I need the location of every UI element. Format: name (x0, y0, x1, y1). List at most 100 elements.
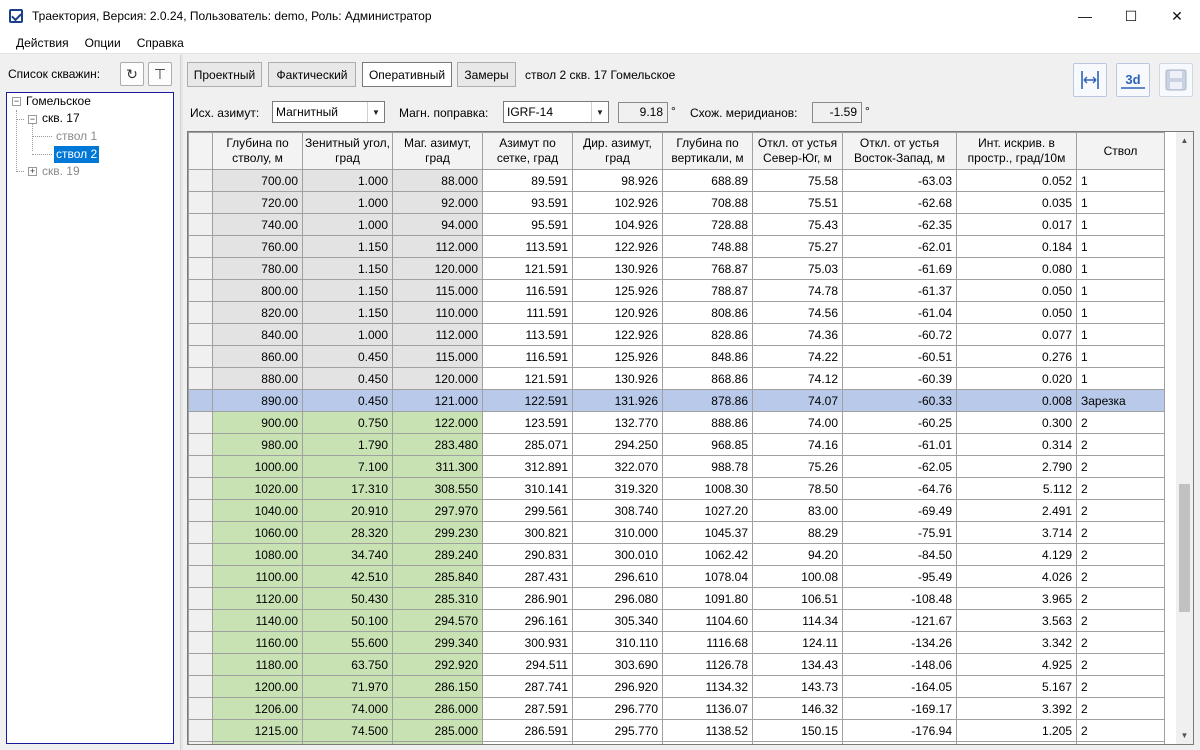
table-cell[interactable]: 1.150 (302, 301, 393, 324)
table-cell[interactable]: 297.970 (392, 499, 483, 522)
row-header[interactable] (188, 323, 213, 346)
tab-measurements[interactable]: Замеры (457, 62, 516, 87)
table-cell[interactable]: -95.49 (842, 565, 957, 588)
table-cell[interactable]: -60.51 (842, 345, 957, 368)
table-cell[interactable]: 0.314 (956, 433, 1077, 456)
table-cell[interactable]: Зарезка (1076, 389, 1165, 412)
table-cell[interactable]: 110.000 (392, 301, 483, 324)
col-header-grid-azimuth[interactable]: Азимут по сетке, град (482, 132, 573, 170)
panel-splitter[interactable] (180, 55, 183, 750)
table-cell[interactable]: 94.000 (392, 213, 483, 236)
table-cell[interactable]: 1140.00 (212, 609, 303, 632)
table-cell[interactable]: 63.750 (302, 653, 393, 676)
table-row[interactable]: 1120.00 50.430 285.310 286.901 296.080 1091.8… (188, 587, 1165, 610)
table-cell[interactable]: 112.000 (392, 235, 483, 258)
table-cell[interactable]: 89.591 (482, 169, 573, 192)
table-cell[interactable]: 1027.20 (662, 499, 753, 522)
table-cell[interactable]: 75.51 (752, 191, 843, 214)
table-cell[interactable]: -164.05 (842, 675, 957, 698)
table-cell[interactable]: 980.00 (212, 433, 303, 456)
table-cell[interactable]: 93.591 (482, 191, 573, 214)
table-cell[interactable]: -62.05 (842, 455, 957, 478)
table-cell[interactable]: 1.205 (956, 719, 1077, 742)
table-cell[interactable]: 1062.42 (662, 543, 753, 566)
table-cell[interactable]: 294.511 (482, 653, 573, 676)
table-cell[interactable]: 296.080 (572, 587, 663, 610)
table-cell[interactable]: 5.112 (956, 477, 1077, 500)
table-cell[interactable]: 708.88 (662, 191, 753, 214)
table-cell[interactable]: -63.03 (842, 169, 957, 192)
tree-node-field[interactable]: Гомельское (26, 94, 91, 108)
table-cell[interactable]: 1008.30 (662, 477, 753, 500)
row-header[interactable] (188, 697, 213, 720)
table-cell[interactable] (752, 741, 843, 744)
table-cell[interactable]: 3.965 (956, 587, 1077, 610)
table-cell[interactable]: 800.00 (212, 279, 303, 302)
table-cell[interactable]: 2 (1076, 653, 1165, 676)
table-cell[interactable]: 287.431 (482, 565, 573, 588)
table-cell[interactable]: 146.32 (752, 697, 843, 720)
row-header[interactable] (188, 653, 213, 676)
table-cell[interactable]: 98.926 (572, 169, 663, 192)
table-row[interactable]: 1140.00 50.100 294.570 296.161 305.340 1104.6… (188, 609, 1165, 632)
table-cell[interactable]: 720.00 (212, 191, 303, 214)
table-cell[interactable]: 2.491 (956, 499, 1077, 522)
table-row[interactable]: 1206.00 74.000 286.000 287.591 296.770 1136.0… (188, 697, 1165, 720)
table-cell[interactable]: 2 (1076, 433, 1165, 456)
table-cell[interactable]: 308.740 (572, 499, 663, 522)
tree-node-well17[interactable]: скв. 17 (42, 111, 80, 125)
row-header[interactable] (188, 169, 213, 192)
table-cell[interactable]: 0.020 (956, 367, 1077, 390)
row-header[interactable] (188, 455, 213, 478)
col-header-tvd[interactable]: Глубина по вертикали, м (662, 132, 753, 170)
table-row[interactable]: 890.00 0.450 121.000 122.591 131.926 878.86 74… (188, 389, 1165, 412)
table-cell[interactable]: 2 (1076, 411, 1165, 434)
table-cell[interactable]: 121.591 (482, 257, 573, 280)
table-cell[interactable]: -60.25 (842, 411, 957, 434)
table-row[interactable]: 880.00 0.450 120.000 121.591 130.926 868.86 74… (188, 367, 1165, 390)
row-header[interactable] (188, 565, 213, 588)
table-cell[interactable]: 295.770 (572, 719, 663, 742)
table-cell[interactable]: 150.15 (752, 719, 843, 742)
table-cell[interactable]: 20.910 (302, 499, 393, 522)
table-cell[interactable]: -61.01 (842, 433, 957, 456)
table-cell[interactable]: 286.591 (482, 719, 573, 742)
table-cell[interactable]: 74.16 (752, 433, 843, 456)
row-header[interactable] (188, 411, 213, 434)
table-cell[interactable]: 78.50 (752, 477, 843, 500)
table-cell[interactable]: 124.11 (752, 631, 843, 654)
table-cell[interactable]: 289.240 (392, 543, 483, 566)
table-cell[interactable]: 688.89 (662, 169, 753, 192)
table-row[interactable]: 1200.00 71.970 286.150 287.741 296.920 1134.3… (188, 675, 1165, 698)
table-cell[interactable]: 92.000 (392, 191, 483, 214)
table-cell[interactable]: 1 (1076, 213, 1165, 236)
table-cell[interactable]: 50.430 (302, 587, 393, 610)
table-cell[interactable]: 1.150 (302, 257, 393, 280)
table-cell[interactable]: 2 (1076, 719, 1165, 742)
table-cell[interactable] (662, 741, 753, 744)
table-cell[interactable]: 3.563 (956, 609, 1077, 632)
table-cell[interactable]: -148.06 (842, 653, 957, 676)
table-cell[interactable]: -108.48 (842, 587, 957, 610)
table-cell[interactable]: 0.300 (956, 411, 1077, 434)
table-cell[interactable]: 322.070 (572, 455, 663, 478)
table-cell[interactable]: 104.926 (572, 213, 663, 236)
table-cell[interactable]: 3.714 (956, 521, 1077, 544)
table-cell[interactable]: 0.052 (956, 169, 1077, 192)
table-cell[interactable]: 1 (1076, 345, 1165, 368)
table-cell[interactable]: 143.73 (752, 675, 843, 698)
table-cell[interactable]: 115.000 (392, 279, 483, 302)
row-header[interactable] (188, 345, 213, 368)
table-cell[interactable]: 74.07 (752, 389, 843, 412)
table-row[interactable]: 900.00 0.750 122.000 123.591 132.770 888.86 74… (188, 411, 1165, 434)
table-cell[interactable]: 4.925 (956, 653, 1077, 676)
table-cell[interactable]: 305.340 (572, 609, 663, 632)
table-cell[interactable]: -75.91 (842, 521, 957, 544)
table-cell[interactable]: -64.76 (842, 477, 957, 500)
table-cell[interactable]: 900.00 (212, 411, 303, 434)
table-cell[interactable]: 285.071 (482, 433, 573, 456)
table-row[interactable]: 820.00 1.150 110.000 111.591 120.926 808.86 74… (188, 301, 1165, 324)
table-cell[interactable]: 130.926 (572, 367, 663, 390)
table-cell[interactable]: 74.12 (752, 367, 843, 390)
table-cell[interactable]: 300.010 (572, 543, 663, 566)
